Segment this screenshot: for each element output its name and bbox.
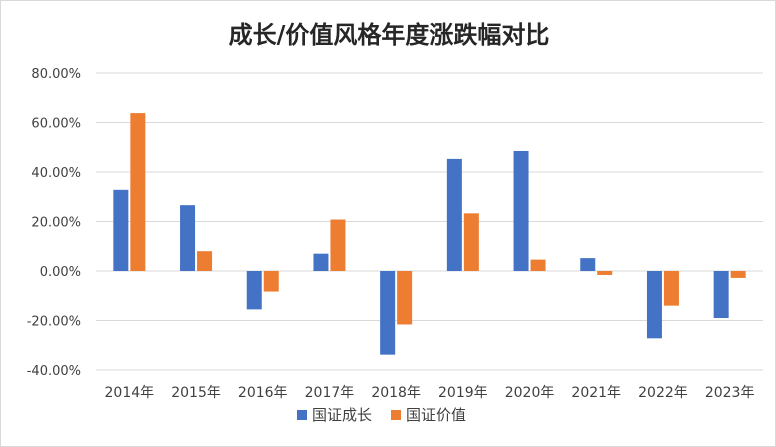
- y-tick-label: 80.00%: [31, 67, 81, 82]
- bar-growth-9: [713, 271, 729, 319]
- x-tick-label: 2022年: [638, 385, 688, 401]
- bar-value-2: [263, 271, 279, 292]
- legend-label-0: 国证成长: [312, 406, 372, 424]
- x-tick-label: 2020年: [505, 385, 555, 401]
- y-tick-label: 40.00%: [31, 166, 81, 181]
- bar-growth-2: [246, 271, 262, 310]
- y-tick-label: 20.00%: [31, 216, 81, 231]
- x-axis: 2014年 2015年 2016年 2017年 2018年 2019年 2020年 2021年…: [105, 385, 755, 401]
- legend-swatch-1: [391, 410, 401, 420]
- bar-growth-1: [180, 205, 196, 271]
- grid-lines: [96, 72, 763, 371]
- legend-label-1: 国证价值: [406, 406, 466, 424]
- bar-value-1: [197, 251, 213, 271]
- bars: [113, 113, 746, 355]
- y-tick-label: 60.00%: [31, 117, 81, 132]
- x-tick-label: 2016年: [238, 385, 288, 401]
- x-tick-label: 2023年: [705, 385, 755, 401]
- bar-growth-6: [513, 150, 529, 271]
- bar-growth-0: [113, 189, 129, 271]
- bar-value-3: [330, 219, 346, 271]
- legend-swatch-0: [297, 410, 307, 420]
- x-tick-label: 2019年: [438, 385, 488, 401]
- legend: 国证成长 国证价值: [297, 406, 466, 424]
- bar-growth-8: [646, 271, 662, 339]
- bar-value-4: [397, 271, 413, 325]
- x-tick-label: 2015年: [171, 385, 221, 401]
- bar-value-8: [663, 271, 679, 306]
- bar-value-6: [530, 259, 546, 271]
- chart-title: 成长/价值风格年度涨跌幅对比: [229, 20, 550, 49]
- y-tick-label: 0.00%: [40, 265, 81, 280]
- bar-value-5: [463, 213, 479, 271]
- y-tick-label: -20.00%: [27, 315, 81, 330]
- y-axis: 80.00% 60.00% 40.00% 20.00% 0.00% -20.00% -40.…: [27, 67, 81, 379]
- y-tick-label: -40.00%: [27, 364, 81, 379]
- bar-value-7: [597, 271, 613, 275]
- x-tick-label: 2017年: [305, 385, 355, 401]
- bar-growth-4: [380, 271, 396, 355]
- bar-value-0: [130, 113, 146, 271]
- bar-growth-5: [446, 158, 462, 271]
- bar-value-9: [730, 271, 746, 278]
- bar-growth-7: [580, 258, 596, 271]
- bar-growth-3: [313, 253, 329, 271]
- x-tick-label: 2014年: [105, 385, 155, 401]
- x-tick-label: 2018年: [371, 385, 421, 401]
- x-tick-label: 2021年: [571, 385, 621, 401]
